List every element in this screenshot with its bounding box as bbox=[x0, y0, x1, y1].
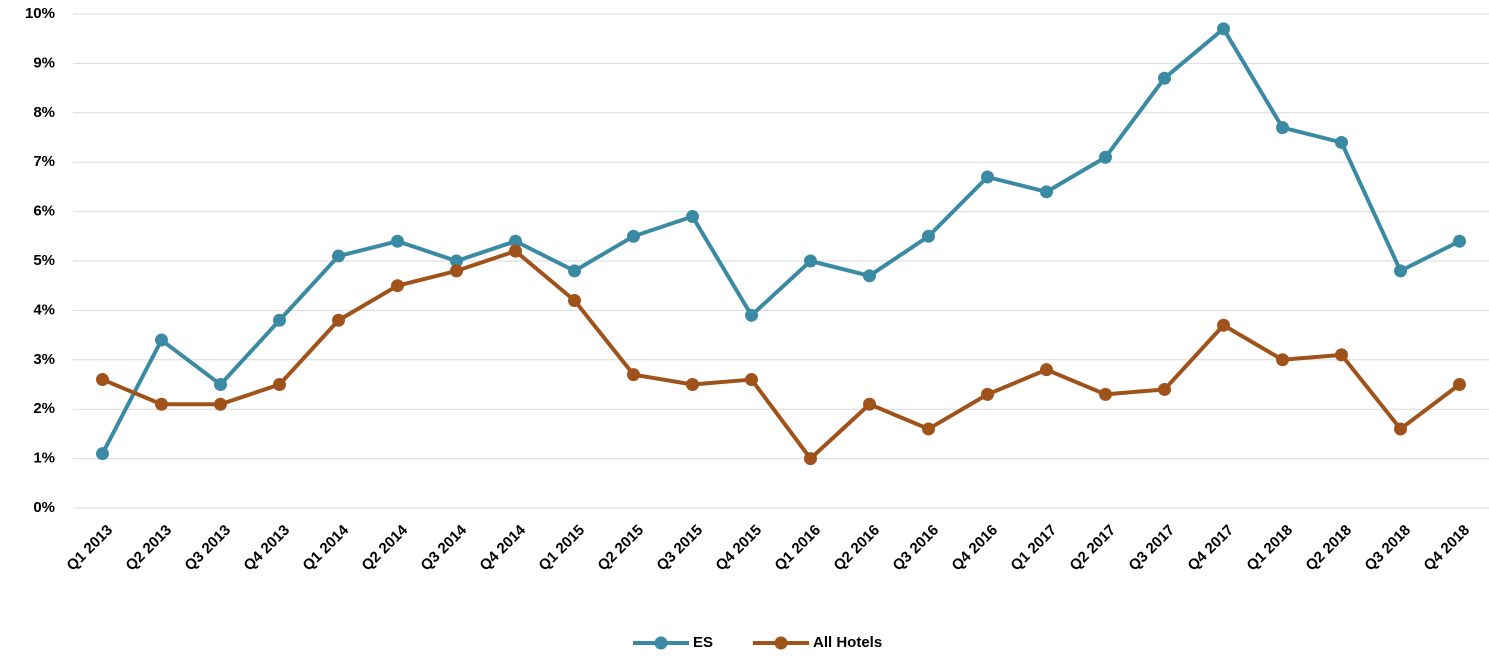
x-tick-label: Q1 2018 bbox=[1243, 522, 1296, 575]
legend-item: ES bbox=[633, 634, 713, 651]
data-point bbox=[155, 333, 168, 347]
data-point bbox=[1453, 234, 1466, 248]
data-point bbox=[981, 170, 994, 184]
data-point bbox=[1099, 387, 1112, 401]
data-point bbox=[981, 387, 994, 401]
data-point bbox=[627, 229, 640, 243]
legend-marker bbox=[654, 636, 668, 650]
x-tick-label: Q1 2016 bbox=[771, 522, 824, 575]
data-point bbox=[686, 210, 699, 224]
x-tick-label: Q2 2016 bbox=[830, 522, 883, 575]
data-point bbox=[804, 452, 817, 466]
y-tick-label: 8% bbox=[33, 104, 55, 121]
x-tick-label: Q3 2013 bbox=[181, 522, 234, 575]
data-point bbox=[568, 294, 581, 308]
data-point bbox=[922, 229, 935, 243]
data-point bbox=[1217, 22, 1230, 36]
data-point bbox=[332, 313, 345, 327]
data-point bbox=[1158, 382, 1171, 396]
y-tick-label: 3% bbox=[33, 351, 55, 368]
data-point bbox=[214, 378, 227, 391]
x-tick-label: Q2 2018 bbox=[1302, 522, 1355, 575]
x-tick-label: Q3 2015 bbox=[653, 522, 706, 575]
data-point bbox=[1394, 422, 1407, 436]
data-point bbox=[391, 234, 404, 248]
x-tick-label: Q4 2017 bbox=[1184, 522, 1237, 575]
data-point bbox=[1276, 353, 1289, 367]
data-point bbox=[509, 244, 522, 258]
data-point bbox=[627, 368, 640, 382]
y-tick-label: 4% bbox=[33, 301, 55, 318]
data-point bbox=[1394, 264, 1407, 278]
x-tick-label: Q2 2014 bbox=[358, 521, 411, 574]
legend-marker bbox=[774, 636, 788, 650]
data-point bbox=[273, 378, 286, 391]
y-tick-label: 5% bbox=[33, 252, 55, 269]
x-tick-label: Q3 2016 bbox=[889, 522, 942, 575]
x-tick-label: Q4 2014 bbox=[476, 521, 529, 574]
data-point bbox=[1276, 121, 1289, 135]
data-point bbox=[863, 397, 876, 411]
x-tick-label: Q1 2015 bbox=[535, 522, 588, 575]
x-tick-label: Q2 2017 bbox=[1066, 522, 1119, 575]
data-point bbox=[214, 397, 227, 411]
x-tick-label: Q1 2013 bbox=[63, 522, 116, 575]
x-tick-label: Q1 2017 bbox=[1007, 522, 1060, 575]
data-point bbox=[450, 254, 463, 268]
data-point bbox=[96, 373, 109, 387]
x-tick-label: Q1 2014 bbox=[299, 521, 352, 574]
x-tick-label: Q4 2013 bbox=[240, 522, 293, 575]
x-tick-label: Q3 2018 bbox=[1361, 522, 1414, 575]
data-point bbox=[1040, 185, 1053, 199]
y-tick-label: 9% bbox=[33, 54, 55, 71]
data-point bbox=[686, 378, 699, 391]
y-tick-label: 7% bbox=[33, 153, 55, 170]
x-tick-label: Q4 2018 bbox=[1420, 522, 1473, 575]
data-point bbox=[863, 269, 876, 283]
data-point bbox=[96, 447, 109, 461]
data-point bbox=[922, 422, 935, 436]
data-point bbox=[1099, 150, 1112, 164]
legend-label: All Hotels bbox=[813, 634, 882, 651]
x-tick-label: Q2 2015 bbox=[594, 522, 647, 575]
y-tick-label: 10% bbox=[25, 5, 55, 22]
x-tick-label: Q3 2017 bbox=[1125, 522, 1178, 575]
legend-item: All Hotels bbox=[753, 634, 882, 651]
data-point bbox=[450, 264, 463, 278]
data-point bbox=[568, 264, 581, 278]
data-point bbox=[332, 249, 345, 263]
data-point bbox=[273, 313, 286, 327]
data-point bbox=[745, 308, 758, 322]
data-point bbox=[1040, 363, 1053, 377]
x-tick-label: Q3 2014 bbox=[417, 521, 470, 574]
series-line bbox=[100, 26, 1461, 455]
x-tick-label: Q4 2015 bbox=[712, 522, 765, 575]
y-tick-label: 2% bbox=[33, 400, 55, 417]
data-point bbox=[1158, 71, 1171, 85]
data-point bbox=[745, 373, 758, 387]
series-line bbox=[101, 249, 1461, 461]
data-point bbox=[509, 234, 522, 248]
x-tick-label: Q4 2016 bbox=[948, 522, 1001, 575]
data-point bbox=[155, 397, 168, 411]
data-point bbox=[1453, 378, 1466, 391]
data-point bbox=[1217, 318, 1230, 332]
data-point bbox=[804, 254, 817, 268]
y-tick-label: 0% bbox=[33, 499, 55, 516]
x-tick-label: Q2 2013 bbox=[122, 522, 175, 575]
data-point bbox=[391, 279, 404, 293]
y-tick-label: 6% bbox=[33, 203, 55, 220]
y-tick-label: 1% bbox=[33, 450, 55, 467]
legend-label: ES bbox=[693, 634, 713, 651]
data-point bbox=[1335, 135, 1348, 149]
data-point bbox=[1335, 348, 1348, 362]
